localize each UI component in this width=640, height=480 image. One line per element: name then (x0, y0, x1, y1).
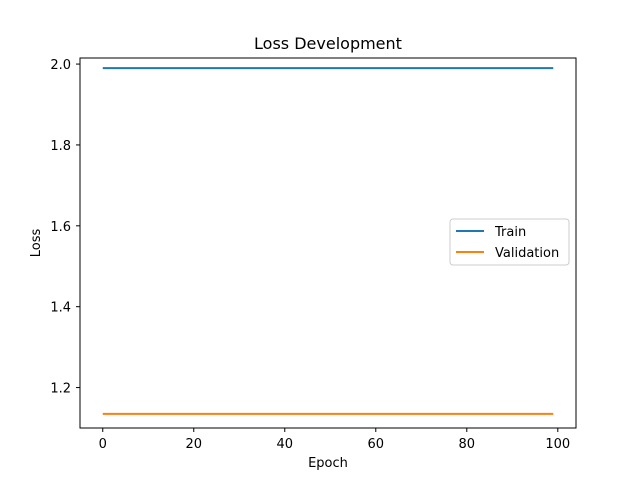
x-axis-label: Epoch (308, 456, 348, 471)
y-tick-label: 1.8 (50, 139, 71, 154)
y-tick-label: 2.0 (50, 58, 71, 73)
legend-label-train: Train (494, 225, 526, 240)
plot-area-frame (79, 57, 577, 429)
y-axis: 1.2 1.4 1.6 1.8 2.0 (50, 58, 80, 397)
x-tick-label: 0 (99, 437, 107, 452)
x-tick-label: 60 (368, 437, 385, 452)
x-tick-label: 80 (459, 437, 476, 452)
x-tick-label: 100 (545, 437, 570, 452)
series-layer (102, 67, 554, 415)
x-tick-label: 20 (185, 437, 202, 452)
legend: Train Validation (449, 218, 570, 266)
y-tick-label: 1.4 (50, 301, 71, 316)
y-tick-label: 1.6 (50, 220, 71, 235)
y-axis-label: Loss (29, 229, 44, 258)
legend-label-validation: Validation (495, 246, 559, 261)
chart-title: Loss Development (254, 34, 402, 53)
y-tick-label: 1.2 (50, 382, 71, 397)
x-axis: 0 20 40 60 80 100 (99, 428, 570, 452)
x-tick-label: 40 (276, 437, 293, 452)
